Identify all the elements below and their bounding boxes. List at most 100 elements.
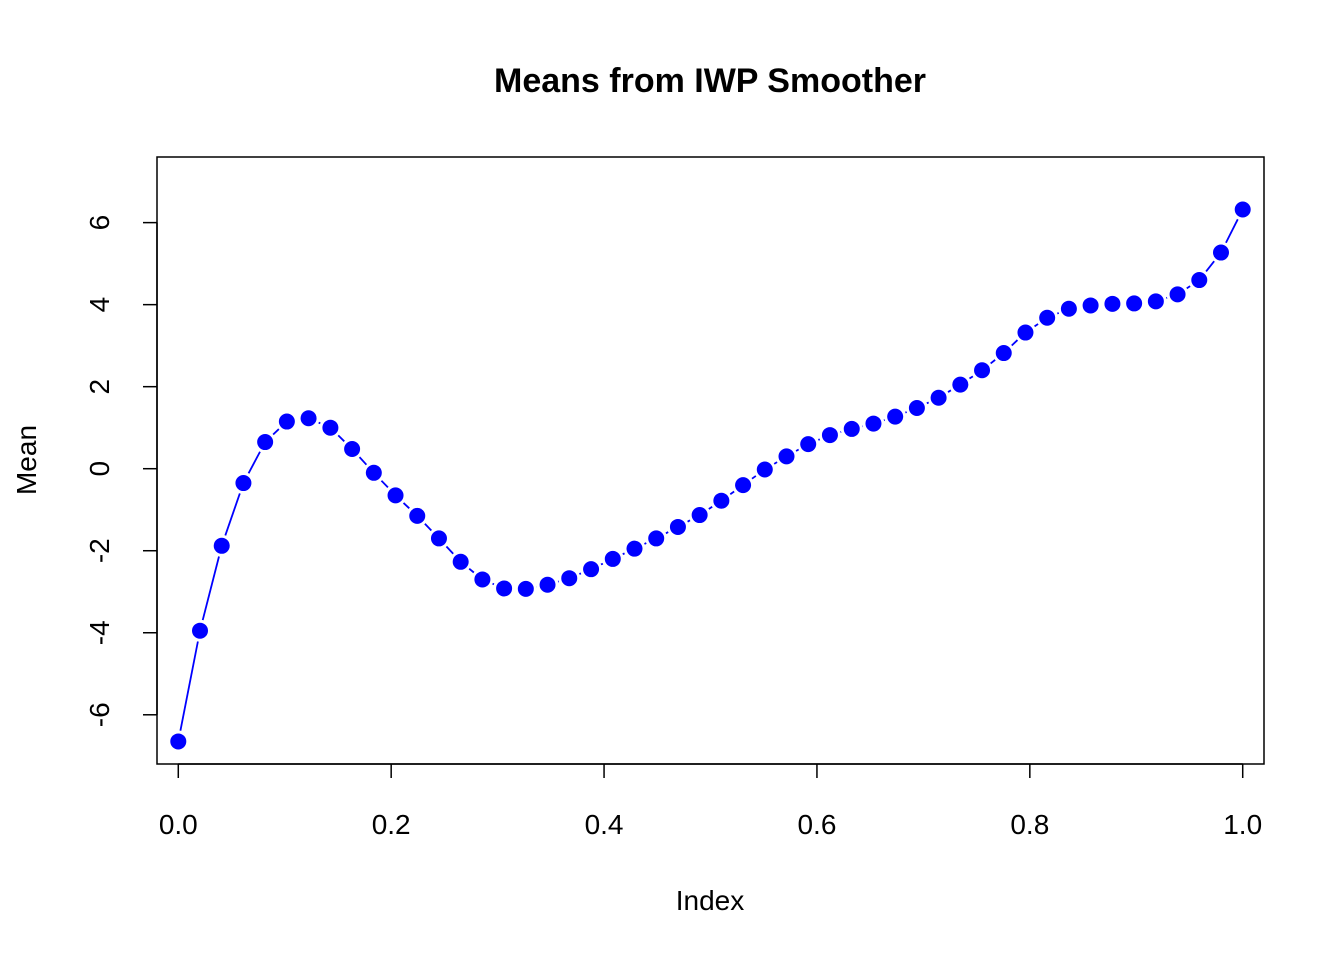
data-point	[344, 441, 361, 458]
data-point	[1126, 295, 1143, 312]
data-point	[192, 622, 209, 639]
series-segment	[687, 519, 691, 523]
series-segment	[179, 641, 199, 731]
data-point	[213, 537, 230, 554]
series-segment	[1205, 260, 1215, 272]
series-segment	[795, 448, 800, 452]
series-segment	[468, 568, 475, 574]
series-segment	[445, 545, 454, 555]
data-point	[583, 561, 600, 578]
data-point	[257, 434, 274, 451]
data-point	[756, 461, 773, 478]
data-point	[1017, 324, 1034, 341]
series-segment	[990, 359, 996, 365]
series-segment	[492, 582, 495, 586]
series-segment	[224, 493, 241, 536]
x-tick-label: 0.4	[585, 809, 624, 840]
chart-title: Means from IWP Smoother	[494, 62, 926, 100]
series-segment	[968, 375, 974, 380]
plot-frame	[156, 156, 1265, 765]
data-point	[843, 420, 860, 437]
series-segment	[751, 475, 757, 480]
data-point	[1234, 201, 1251, 218]
data-point	[974, 362, 991, 379]
y-axis: -6 -4 -2 0 2 4 6	[84, 215, 158, 727]
y-tick-label: 0	[84, 461, 115, 477]
data-point	[1212, 244, 1229, 261]
data-point	[713, 492, 730, 509]
y-axis-label: Mean	[11, 425, 42, 495]
series-segment	[1056, 312, 1060, 315]
series-segment	[1225, 218, 1239, 244]
data-point	[1039, 309, 1056, 326]
x-tick-label: 0.0	[159, 809, 198, 840]
data-point	[278, 413, 295, 430]
data-point	[735, 477, 752, 494]
data-point	[387, 487, 404, 504]
series-segment	[905, 411, 907, 414]
data-point	[561, 570, 578, 587]
data-point	[452, 553, 469, 570]
y-tick-label: 2	[84, 379, 115, 395]
series-lines	[179, 218, 1239, 731]
data-point	[865, 415, 882, 432]
series-segment	[773, 461, 778, 465]
series-segment	[644, 542, 647, 545]
data-point	[778, 448, 795, 465]
series-segment	[579, 572, 582, 575]
data-point	[669, 518, 686, 535]
x-axis: 0.0 0.2 0.4 0.6 0.8 1.0	[159, 763, 1262, 840]
data-point	[365, 464, 382, 481]
data-point	[300, 410, 317, 427]
x-tick-label: 0.2	[372, 809, 411, 840]
series-segment	[318, 421, 321, 425]
series-segment	[424, 523, 432, 532]
x-tick-label: 1.0	[1223, 809, 1262, 840]
data-point	[170, 733, 187, 750]
series-segment	[380, 480, 389, 489]
series-segment	[665, 531, 669, 535]
series-points	[170, 201, 1251, 750]
data-point	[930, 389, 947, 406]
series-segment	[337, 434, 345, 442]
y-tick-label: -6	[84, 702, 115, 727]
data-point	[1191, 272, 1208, 289]
data-point	[1169, 286, 1186, 303]
series-segment	[600, 562, 604, 566]
data-point	[1082, 297, 1099, 314]
y-tick-label: -4	[84, 620, 115, 645]
series-segment	[358, 456, 368, 466]
data-point	[235, 475, 252, 492]
series-segment	[622, 552, 625, 556]
data-point	[908, 400, 925, 417]
data-point	[821, 427, 838, 444]
series-segment	[947, 389, 952, 393]
series-segment	[926, 401, 930, 405]
series-segment	[708, 506, 713, 510]
data-point	[691, 507, 708, 524]
data-point	[887, 408, 904, 425]
series-segment	[201, 556, 220, 621]
data-point	[1104, 295, 1121, 312]
y-tick-label: 6	[84, 215, 115, 231]
series-segment	[729, 490, 735, 496]
series-segment	[247, 451, 261, 474]
data-point	[952, 376, 969, 393]
data-point	[409, 507, 426, 524]
series-segment	[1011, 339, 1019, 347]
y-tick-label: 4	[84, 297, 115, 313]
data-point	[1147, 293, 1164, 310]
data-point	[496, 580, 513, 597]
y-tick-label: -2	[84, 538, 115, 563]
data-point	[604, 550, 621, 567]
data-point	[995, 345, 1012, 362]
data-point	[539, 576, 556, 593]
x-tick-label: 0.8	[1010, 809, 1049, 840]
data-point	[474, 571, 491, 588]
data-point	[800, 436, 817, 453]
data-point	[430, 530, 447, 547]
data-point	[1060, 300, 1077, 317]
data-point	[648, 530, 665, 547]
series-segment	[272, 428, 280, 436]
